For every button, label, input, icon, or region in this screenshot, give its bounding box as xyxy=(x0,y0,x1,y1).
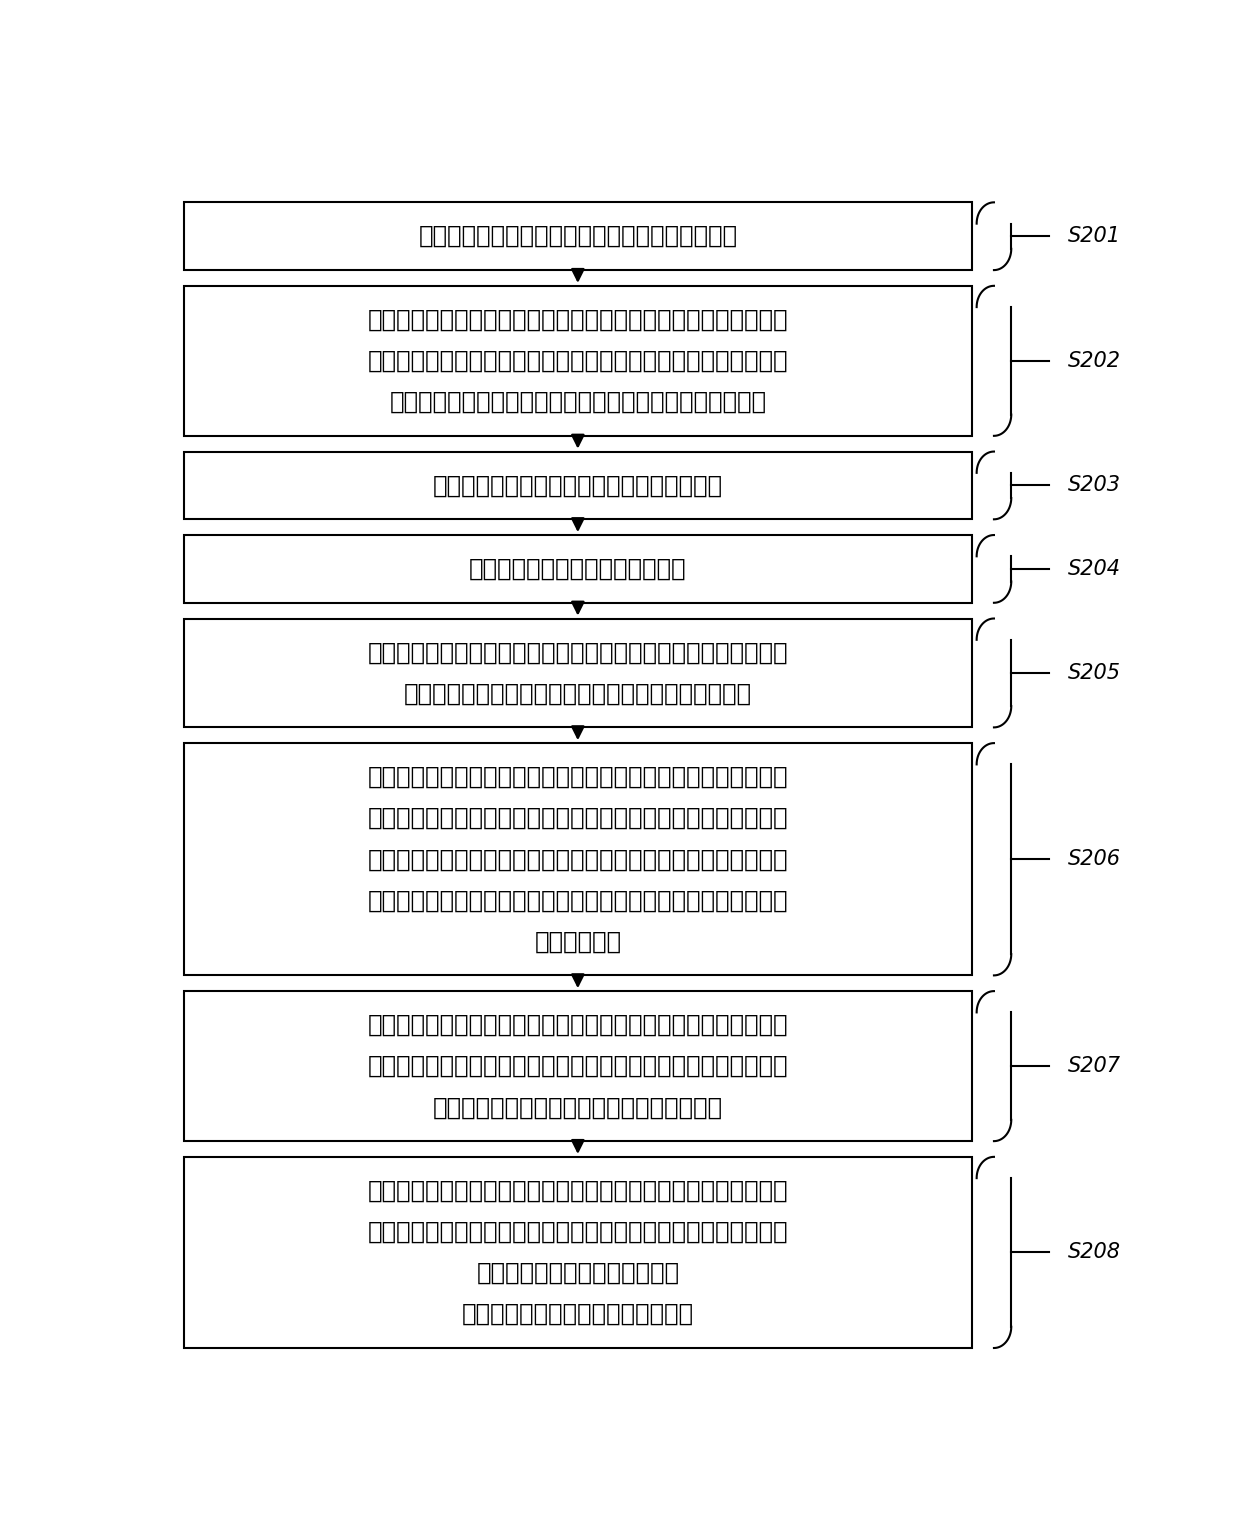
Text: S208: S208 xyxy=(1068,1242,1121,1262)
Text: 在所述操作单元进行编程抑制操作时，所述主栅极材料层施加编程: 在所述操作单元进行编程抑制操作时，所述主栅极材料层施加编程 xyxy=(367,1179,789,1203)
Text: 在所述选择单元的辅栅极材料层施加读取电压: 在所述选择单元的辅栅极材料层施加读取电压 xyxy=(433,473,723,497)
Text: S203: S203 xyxy=(1068,476,1121,496)
Bar xyxy=(184,992,972,1141)
Text: ，所述操作单元的位线端和源端接地，所述操作单元中的每个单元: ，所述操作单元的位线端和源端接地，所述操作单元中的每个单元 xyxy=(367,806,789,830)
Text: 料层施加第二电压，以使所述非选择单元处于开启状态，以及所述: 料层施加第二电压，以使所述非选择单元处于开启状态，以及所述 xyxy=(367,348,789,373)
Text: 操作单元的位线端施加位线电压，所述操作单元的源端接地: 操作单元的位线端施加位线电压，所述操作单元的源端接地 xyxy=(389,390,766,414)
Bar xyxy=(184,451,972,519)
Text: S201: S201 xyxy=(1068,226,1121,246)
Bar xyxy=(184,1157,972,1348)
Text: S204: S204 xyxy=(1068,559,1121,579)
Text: S207: S207 xyxy=(1068,1056,1121,1076)
Text: S205: S205 xyxy=(1068,663,1121,683)
Bar xyxy=(184,536,972,603)
Bar xyxy=(184,619,972,728)
Bar xyxy=(184,203,972,270)
Text: 操作单元中的每个单元的辅栅极材料层接地，所述操作单元的位线: 操作单元中的每个单元的辅栅极材料层接地，所述操作单元的位线 xyxy=(367,889,789,912)
Text: 在所述主栅极材料层施加第一电压，在所述非选择单元的辅栅极材: 在所述主栅极材料层施加第一电压，在所述非选择单元的辅栅极材 xyxy=(367,307,789,332)
Text: 的辅栅极材料层施加编程电压，: 的辅栅极材料层施加编程电压， xyxy=(476,1260,680,1285)
Text: 择单元的辅栅极材料层施加编程电压，所述操作单元的位线端和源: 择单元的辅栅极材料层施加编程电压，所述操作单元的位线端和源 xyxy=(367,1055,789,1078)
Bar xyxy=(184,743,972,975)
Text: 判断通过所述操作单元的电流大小: 判断通过所述操作单元的电流大小 xyxy=(469,557,687,580)
Text: S206: S206 xyxy=(1068,849,1121,869)
Bar xyxy=(184,286,972,436)
Text: 所述非选择单元的辅栅极材料层浮空: 所述非选择单元的辅栅极材料层浮空 xyxy=(461,1302,694,1326)
Text: 在所述操作单元进行擦除操作时，所述主栅极材料层施加擦除电压: 在所述操作单元进行擦除操作时，所述主栅极材料层施加擦除电压 xyxy=(367,764,789,789)
Text: S202: S202 xyxy=(1068,352,1121,371)
Text: 确定每个所述操作单元中的非选择单元和选择单元: 确定每个所述操作单元中的非选择单元和选择单元 xyxy=(418,224,738,249)
Text: 电流小于所述预设电流值，则所述操作单元处于编程态: 电流小于所述预设电流值，则所述操作单元处于编程态 xyxy=(404,682,751,706)
Text: 抑制电压，所述操作单元的位线端和源端接地浮空，所述选择单元: 抑制电压，所述操作单元的位线端和源端接地浮空，所述选择单元 xyxy=(367,1220,789,1243)
Text: 的辅栅极材料层浮空；或在所述主栅极材料层施加擦除电压，所述: 的辅栅极材料层浮空；或在所述主栅极材料层施加擦除电压，所述 xyxy=(367,847,789,872)
Text: 在所述操作单元进行编程操作时，所述主栅极材料层接地，所述选: 在所述操作单元进行编程操作时，所述主栅极材料层接地，所述选 xyxy=(367,1013,789,1038)
Text: 若所述电流大于预设电流值，则所述操作单元处于擦除态；若所述: 若所述电流大于预设电流值，则所述操作单元处于擦除态；若所述 xyxy=(367,640,789,665)
Text: 端以及所述非选择单元的辅栅极材料层均浮空: 端以及所述非选择单元的辅栅极材料层均浮空 xyxy=(433,1096,723,1119)
Text: 端和源端浮空: 端和源端浮空 xyxy=(534,930,621,953)
